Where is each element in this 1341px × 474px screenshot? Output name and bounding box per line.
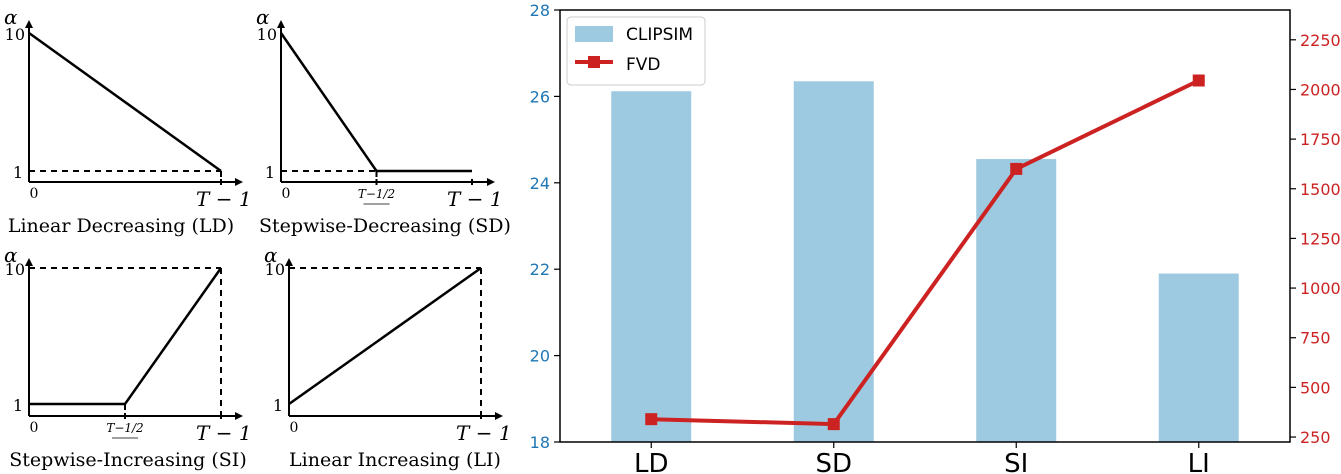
- y-axis-label: α: [4, 243, 18, 267]
- left-y-tick-label: 20: [530, 347, 550, 366]
- x-axis-arrow: [487, 178, 495, 186]
- y-tick-label: 10: [265, 260, 285, 279]
- y-tick-label: 1: [265, 163, 275, 182]
- left-y-tick-label: 24: [530, 174, 550, 193]
- fvd-point-li: [1192, 74, 1205, 87]
- x-tick-label: T − 1: [447, 187, 503, 211]
- fvd-line: [651, 78, 1200, 427]
- bar-li: [1158, 273, 1239, 442]
- x-axis-arrow: [495, 412, 503, 420]
- panel-caption: Linear Increasing (LI): [289, 449, 501, 471]
- right-y-tick-label: 500: [1300, 378, 1331, 397]
- left-y-tick-label: 22: [530, 260, 550, 279]
- x-tick-label: 0: [282, 186, 291, 202]
- bar-ld: [611, 91, 692, 442]
- y-tick-label: 1: [273, 396, 283, 415]
- panel-caption: Linear Decreasing (LD): [8, 215, 234, 237]
- fvd-point-sd: [827, 418, 840, 431]
- right-y-tick-label: 2000: [1300, 80, 1341, 99]
- left-y-tick-label: 26: [530, 87, 550, 106]
- bar-si: [976, 159, 1057, 443]
- x-tick-label: 0: [30, 420, 39, 436]
- y-axis-arrow: [285, 258, 293, 266]
- x-axis-arrow: [235, 412, 243, 420]
- x-tick-label: LD: [634, 449, 669, 474]
- y-axis-label: α: [264, 243, 278, 267]
- left-y-tick-label: 28: [530, 1, 550, 20]
- y-axis-label: α: [4, 5, 18, 29]
- right-y-tick-label: 1750: [1300, 130, 1341, 149]
- legend-swatch-fvd-marker: [588, 56, 600, 68]
- x-tick-label: SD: [815, 449, 852, 474]
- bar-sd: [793, 81, 874, 442]
- legend: CLIPSIM FVD: [566, 16, 706, 86]
- fvd-point-ld: [645, 413, 658, 426]
- y-axis-arrow: [25, 20, 33, 28]
- schedule-curve: [28, 31, 222, 173]
- y-axis-arrow: [25, 258, 33, 266]
- right-y-tick-label: 1250: [1300, 229, 1341, 248]
- plot-frame: [559, 9, 1291, 443]
- legend-label-fvd: FVD: [626, 55, 661, 75]
- fvd-point-si: [1010, 162, 1023, 175]
- schedule-curve: [288, 266, 482, 406]
- right-y-tick-label: 1000: [1300, 279, 1341, 298]
- x-tick-label: T−1/2: [358, 187, 395, 201]
- panel-caption: Stepwise-Decreasing (SD): [259, 215, 511, 237]
- legend-swatch-clipsim: [575, 26, 613, 42]
- x-tick-label: 0: [30, 186, 39, 202]
- schedule-curve: [279, 32, 472, 173]
- x-axis-arrow: [235, 178, 243, 186]
- y-tick-label: 1: [13, 163, 23, 182]
- legend-label-clipsim: CLIPSIM: [626, 25, 693, 45]
- right-y-tick-label: 250: [1300, 428, 1331, 447]
- right-y-tick-label: 1500: [1300, 180, 1341, 199]
- panel-caption: Stepwise-Increasing (SI): [9, 449, 246, 471]
- x-tick-label: T − 1: [456, 421, 512, 445]
- y-tick-label: 1: [13, 396, 23, 415]
- y-tick-label: 10: [5, 260, 25, 279]
- y-tick-label: 10: [5, 25, 25, 44]
- comparison-chart: 18 20 22 24 26 28 250 500 750 1000 1250 1500 1750 200…: [530, 1, 1341, 474]
- y-axis-arrow: [277, 20, 285, 28]
- x-tick-label: T − 1: [196, 421, 252, 445]
- x-tick-label: T−1/2: [106, 421, 143, 435]
- left-y-tick-label: 18: [530, 433, 550, 452]
- y-tick-label: 10: [257, 25, 277, 44]
- x-tick-label: SI: [1004, 449, 1028, 474]
- schedule-curve: [29, 267, 223, 406]
- right-y-tick-label: 2250: [1300, 31, 1341, 50]
- x-tick-label: T − 1: [196, 187, 252, 211]
- x-tick-label: LI: [1188, 449, 1210, 474]
- right-y-tick-label: 750: [1300, 329, 1331, 348]
- y-axis-label: α: [256, 5, 270, 29]
- x-tick-label: 0: [290, 420, 299, 436]
